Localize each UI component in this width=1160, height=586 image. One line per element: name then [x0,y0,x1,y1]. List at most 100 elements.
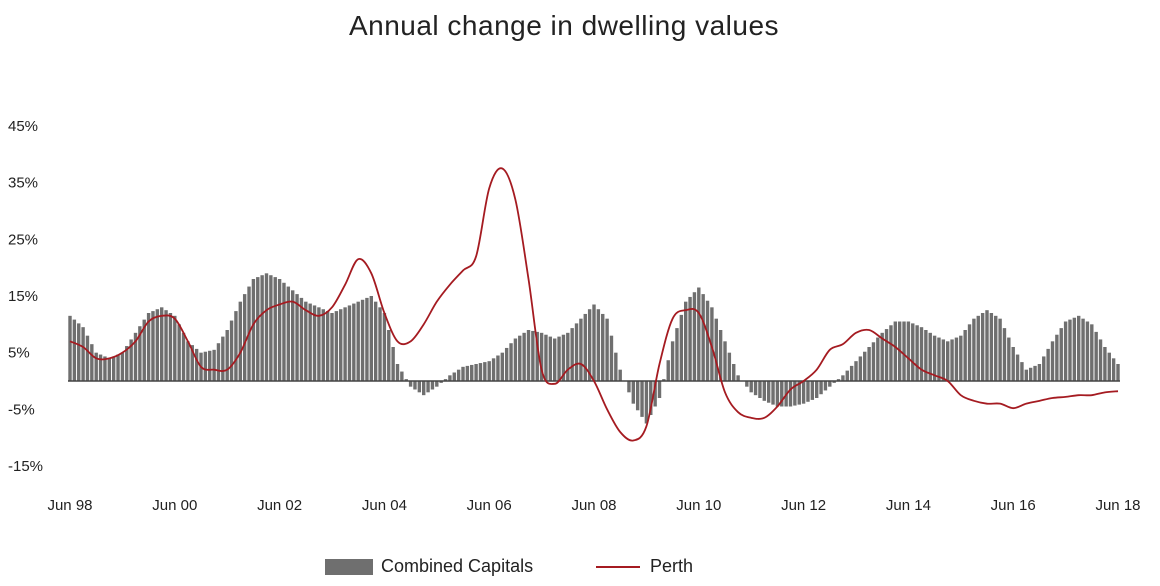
combined-capitals-bar [596,309,601,381]
combined-capitals-bar [448,375,452,381]
combined-capitals-bar [1081,318,1085,381]
combined-capitals-bar [631,381,636,404]
combined-capitals-bar [1111,358,1116,381]
combined-capitals-bar [705,300,710,381]
combined-capitals-bar [937,337,941,381]
y-tick-label: 15% [8,288,38,305]
combined-capitals-bar [1072,317,1077,381]
combined-capitals-bar [483,362,487,381]
combined-capitals-bar [378,307,382,381]
combined-capitals-bar [924,330,928,381]
combined-capitals-bar [487,361,491,381]
combined-capitals-bar [325,311,330,381]
combined-capitals-bar [439,381,443,383]
combined-capitals-bar [365,297,369,381]
combined-capitals-bar [81,327,85,381]
combined-capitals-bar [212,349,216,381]
x-tick-label: Jun 16 [991,497,1036,514]
combined-capitals-bar [863,351,867,381]
combined-capitals-bar [692,292,697,381]
combined-capitals-bar [133,332,138,381]
combined-capitals-bar [670,341,675,381]
x-axis-ticks: Jun 98 Jun 00 Jun 02 Jun 04 Jun 06 Jun 08 Jun … [47,497,1140,514]
combined-capitals-bar [430,381,435,390]
combined-capitals-bar [836,379,841,381]
combined-capitals-bar [867,347,871,381]
combined-capitals-bar [216,343,221,381]
combined-capitals-bar [666,360,670,381]
combined-capitals-bar [828,381,832,387]
combined-capitals-bar [347,305,352,381]
combined-capitals-bar [959,335,963,381]
combined-capitals-bar [561,334,566,381]
combined-capitals-bar [422,381,426,396]
combined-capitals-bar [876,337,880,381]
combined-capitals-bar [1042,356,1046,381]
combined-capitals-bar [679,314,684,381]
combined-capitals-bar [753,381,758,396]
combined-capitals-bar [583,313,587,381]
combined-capitals-bar [295,294,299,381]
combined-capitals-bar [780,381,784,407]
combined-capitals-bar [277,279,282,381]
combined-capitals-bar [1055,334,1059,381]
combined-capitals-bar [906,321,911,381]
combined-capitals-bar [1024,369,1029,381]
x-tick-label: Jun 00 [152,497,197,514]
combined-capitals-bar [662,379,666,381]
combined-capitals-bar [111,356,116,381]
legend-swatch-line [596,565,640,568]
chart-plot: 45% 35% 25% 15% 5% -5% -15% Jun 98 Jun 00 Jun 02… [8,118,1141,514]
combined-capitals-bar [544,334,548,381]
combined-capitals-bar [941,339,946,381]
combined-capitals-bar [592,304,596,381]
combined-capitals-bar [758,381,762,398]
combined-capitals-bar [142,319,146,381]
x-tick-label: Jun 14 [886,497,931,514]
combined-capitals-bar [858,356,863,381]
combined-capitals-bar [334,311,339,381]
legend-label-perth: Perth [650,556,694,576]
combined-capitals-bar [653,381,657,407]
combined-capitals-bar [413,381,417,390]
combined-capitals-bar [854,361,858,381]
combined-capitals-bar [609,335,614,381]
combined-capitals-bar [470,364,474,381]
combined-capitals-bar [1107,352,1111,381]
combined-capitals-bar [312,305,317,381]
combined-capitals-bar [998,318,1002,381]
legend-item-combined-capitals: Combined Capitals [325,556,533,577]
combined-capitals-bars [68,273,1120,424]
combined-capitals-bar [1015,354,1020,381]
combined-capitals-bar [793,381,797,406]
combined-capitals-bar [146,313,151,381]
combined-capitals-bar [1085,321,1090,381]
combined-capitals-bar [522,332,526,381]
combined-capitals-bar [478,363,483,381]
combined-capitals-bar [849,365,854,381]
combined-capitals-bar [1002,328,1007,381]
combined-capitals-bar [509,343,513,381]
combined-capitals-bar [173,315,177,381]
combined-capitals-bar [893,321,898,381]
combined-capitals-bar [208,350,212,381]
combined-capitals-bar [714,318,718,381]
combined-capitals-bar [823,381,828,391]
combined-capitals-bar [871,342,876,381]
x-tick-label: Jun 10 [676,497,721,514]
combined-capitals-bar [618,369,622,381]
x-tick-label: Jun 18 [1095,497,1140,514]
combined-capitals-bar [1020,362,1024,381]
combined-capitals-bar [1063,321,1068,381]
combined-capitals-bar [579,318,583,381]
combined-capitals-bar [282,282,286,381]
combined-capitals-bar [946,341,950,381]
combined-capitals-bar [373,301,378,381]
combined-capitals-bar [504,347,509,381]
combined-capitals-bar [155,309,160,381]
combined-capitals-bar [775,381,780,407]
legend-item-perth: Perth [596,556,693,577]
combined-capitals-bar [718,330,723,381]
combined-capitals-bar [203,351,208,381]
combined-capitals-bar [605,318,609,381]
